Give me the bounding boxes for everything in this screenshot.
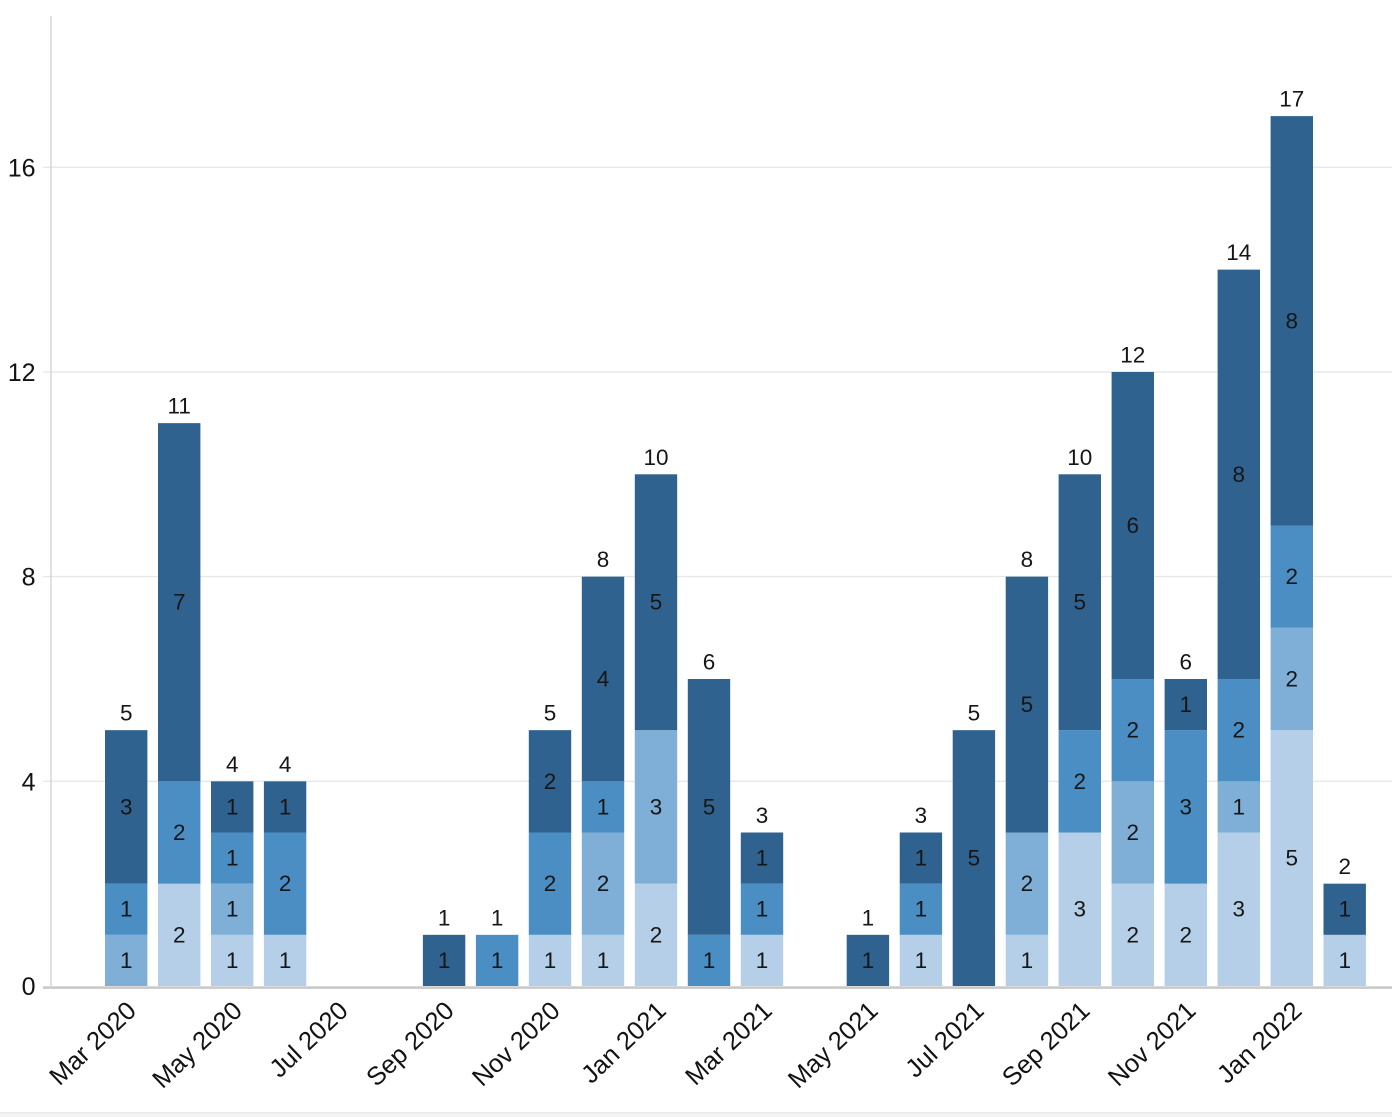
svg-text:11: 11 xyxy=(168,394,191,419)
svg-text:10: 10 xyxy=(1067,445,1092,470)
svg-text:1: 1 xyxy=(226,948,239,973)
svg-text:6: 6 xyxy=(1180,650,1193,675)
svg-text:3: 3 xyxy=(120,794,133,819)
svg-text:1: 1 xyxy=(915,846,928,871)
svg-text:8: 8 xyxy=(22,564,36,592)
svg-text:2: 2 xyxy=(597,871,610,896)
svg-text:8: 8 xyxy=(1233,462,1246,487)
svg-text:2: 2 xyxy=(650,922,663,947)
svg-text:2: 2 xyxy=(1127,718,1140,743)
svg-text:1: 1 xyxy=(226,897,239,922)
svg-text:6: 6 xyxy=(1127,513,1140,538)
svg-text:1: 1 xyxy=(438,948,451,973)
svg-text:1: 1 xyxy=(438,905,451,930)
svg-text:2: 2 xyxy=(279,871,292,896)
svg-text:2: 2 xyxy=(1233,718,1246,743)
svg-text:3: 3 xyxy=(915,803,928,828)
svg-text:1: 1 xyxy=(279,794,292,819)
svg-text:1: 1 xyxy=(1233,794,1246,819)
svg-text:2: 2 xyxy=(1074,769,1087,794)
svg-text:2: 2 xyxy=(1180,922,1193,947)
svg-text:1: 1 xyxy=(279,948,292,973)
svg-text:5: 5 xyxy=(1074,590,1087,615)
svg-text:1: 1 xyxy=(862,905,875,930)
svg-text:4: 4 xyxy=(279,752,292,777)
svg-text:6: 6 xyxy=(703,650,716,675)
svg-text:8: 8 xyxy=(597,547,610,572)
svg-text:2: 2 xyxy=(544,769,557,794)
svg-text:1: 1 xyxy=(703,948,716,973)
svg-text:1: 1 xyxy=(1338,897,1351,922)
svg-text:1: 1 xyxy=(491,948,504,973)
svg-text:0: 0 xyxy=(22,973,36,1001)
svg-text:1: 1 xyxy=(915,897,928,922)
svg-text:1: 1 xyxy=(915,948,928,973)
svg-text:1: 1 xyxy=(226,846,239,871)
svg-text:2: 2 xyxy=(1286,667,1299,692)
svg-text:1: 1 xyxy=(862,948,875,973)
svg-text:1: 1 xyxy=(756,897,769,922)
svg-text:5: 5 xyxy=(968,701,981,726)
svg-text:1: 1 xyxy=(756,846,769,871)
svg-text:1: 1 xyxy=(226,794,239,819)
svg-text:2: 2 xyxy=(1127,820,1140,845)
svg-text:8: 8 xyxy=(1021,547,1034,572)
svg-text:1: 1 xyxy=(597,948,610,973)
svg-text:2: 2 xyxy=(544,871,557,896)
svg-text:2: 2 xyxy=(1286,564,1299,589)
svg-text:14: 14 xyxy=(1226,240,1251,265)
svg-text:7: 7 xyxy=(173,590,186,615)
svg-text:2: 2 xyxy=(1127,922,1140,947)
svg-text:3: 3 xyxy=(1074,897,1087,922)
svg-text:4: 4 xyxy=(226,752,239,777)
svg-text:5: 5 xyxy=(650,590,663,615)
svg-text:1: 1 xyxy=(120,897,133,922)
svg-text:4: 4 xyxy=(22,768,36,796)
svg-text:8: 8 xyxy=(1286,308,1299,333)
svg-text:1: 1 xyxy=(1180,692,1193,717)
svg-text:1: 1 xyxy=(597,794,610,819)
svg-text:1: 1 xyxy=(1021,948,1034,973)
svg-text:12: 12 xyxy=(1120,343,1145,368)
svg-text:5: 5 xyxy=(1286,846,1299,871)
svg-text:2: 2 xyxy=(173,820,186,845)
svg-text:4: 4 xyxy=(597,667,610,692)
svg-text:5: 5 xyxy=(120,701,133,726)
svg-text:2: 2 xyxy=(1021,871,1034,896)
svg-text:5: 5 xyxy=(544,701,557,726)
svg-text:16: 16 xyxy=(8,154,36,182)
svg-text:1: 1 xyxy=(491,905,504,930)
svg-text:3: 3 xyxy=(1233,897,1246,922)
svg-text:17: 17 xyxy=(1279,87,1304,112)
svg-text:2: 2 xyxy=(173,922,186,947)
svg-text:5: 5 xyxy=(1021,692,1034,717)
svg-text:3: 3 xyxy=(756,803,769,828)
svg-text:10: 10 xyxy=(643,445,668,470)
svg-text:5: 5 xyxy=(703,794,716,819)
svg-text:12: 12 xyxy=(8,359,36,387)
svg-text:3: 3 xyxy=(650,794,663,819)
svg-text:1: 1 xyxy=(544,948,557,973)
svg-text:1: 1 xyxy=(756,948,769,973)
svg-text:1: 1 xyxy=(120,948,133,973)
svg-text:5: 5 xyxy=(968,846,981,871)
svg-text:2: 2 xyxy=(1338,854,1351,879)
svg-text:1: 1 xyxy=(1338,948,1351,973)
svg-text:3: 3 xyxy=(1180,794,1193,819)
